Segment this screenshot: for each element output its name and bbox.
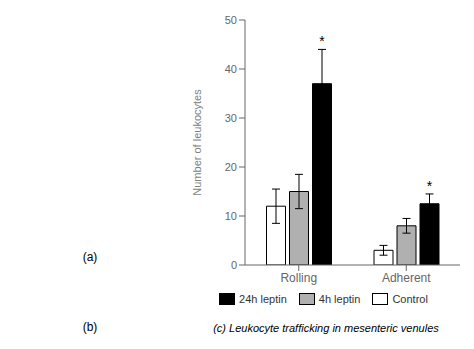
svg-text:40: 40 xyxy=(225,63,237,75)
svg-text:30: 30 xyxy=(225,112,237,124)
svg-text:0: 0 xyxy=(231,259,237,271)
html-text:24h leptin: 24h leptin xyxy=(239,293,287,305)
svg-text:20: 20 xyxy=(225,161,237,173)
svg-text:Adherent: Adherent xyxy=(382,271,431,285)
html-text:Control: Control xyxy=(392,293,428,305)
svg-text:Rolling: Rolling xyxy=(280,271,317,285)
html-text:4h leptin: 4h leptin xyxy=(318,293,361,305)
svg-text:*: * xyxy=(319,33,325,49)
html-text:(b): (b) xyxy=(82,320,98,334)
html-text:(a): (a) xyxy=(82,250,98,264)
svg-text:*: * xyxy=(427,178,433,194)
svg-text:Number of leukocytes: Number of leukocytes xyxy=(191,89,203,196)
html-text:(c) Leukocyte trafficking in m: (c) Leukocyte trafficking in mesenteric … xyxy=(213,322,439,334)
svg-text:50: 50 xyxy=(225,14,237,26)
svg-text:10: 10 xyxy=(225,210,237,222)
